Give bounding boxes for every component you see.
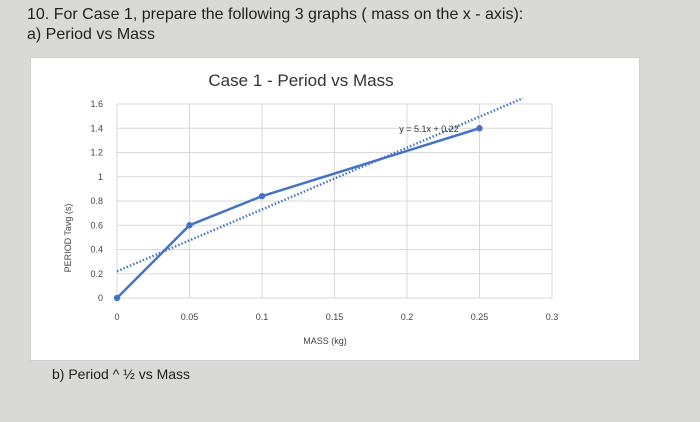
x-tick-label: 0.05 [181,312,199,322]
question-line-1: 10. For Case 1, prepare the following 3 … [27,6,524,23]
y-tick-labels: 0 0.2 0.4 0.6 0.8 1 1.2 1.4 1.6 [90,99,103,303]
y-axis-label: PERIOD Tavg (s) [63,204,73,273]
period-vs-mass-chart: Case 1 - Period vs Mass 0 0.2 0.4 0.6 0.8 1 1.… [63,71,558,346]
y-tick-label: 0.4 [90,245,103,255]
y-tick-label: 1.4 [90,123,103,133]
trendline-equation: y = 5.1x + 0.22 [399,124,459,134]
x-tick-label: 0.2 [401,312,414,322]
chart-card: Case 1 - Period vs Mass 0 0.2 0.4 0.6 0.8 1 1.… [30,57,640,361]
x-tick-label: 0.1 [256,312,269,322]
part-b-text: b) Period ^ ½ vs Mass [52,366,191,382]
data-point [476,125,483,132]
y-tick-label: 0.6 [90,220,103,230]
x-tick-label: 0.15 [326,312,344,322]
x-tick-label: 0 [114,312,119,322]
data-point [186,222,193,229]
question-text: 10. For Case 1, prepare the following 3 … [27,5,523,45]
data-series [113,125,483,302]
y-tick-label: 1.2 [90,148,103,158]
data-point [258,192,266,200]
y-tick-label: 0 [98,293,103,303]
y-tick-label: 1 [98,172,103,182]
trendline [116,97,524,273]
chart-grid [116,103,553,299]
series-line [116,127,480,299]
y-tick-label: 0.8 [90,196,103,206]
chart-title: Case 1 - Period vs Mass [208,71,393,90]
trendline-path [116,97,524,273]
x-tick-labels: 0 0.05 0.1 0.15 0.2 0.25 0.3 [114,312,558,322]
x-axis-label: MASS (kg) [303,336,347,346]
question-line-2: a) Period vs Mass [27,26,156,43]
x-tick-label: 0.3 [546,312,559,322]
y-tick-label: 0.2 [90,269,103,279]
y-tick-label: 1.6 [90,99,103,109]
data-point [113,294,121,302]
x-tick-label: 0.25 [471,312,489,322]
